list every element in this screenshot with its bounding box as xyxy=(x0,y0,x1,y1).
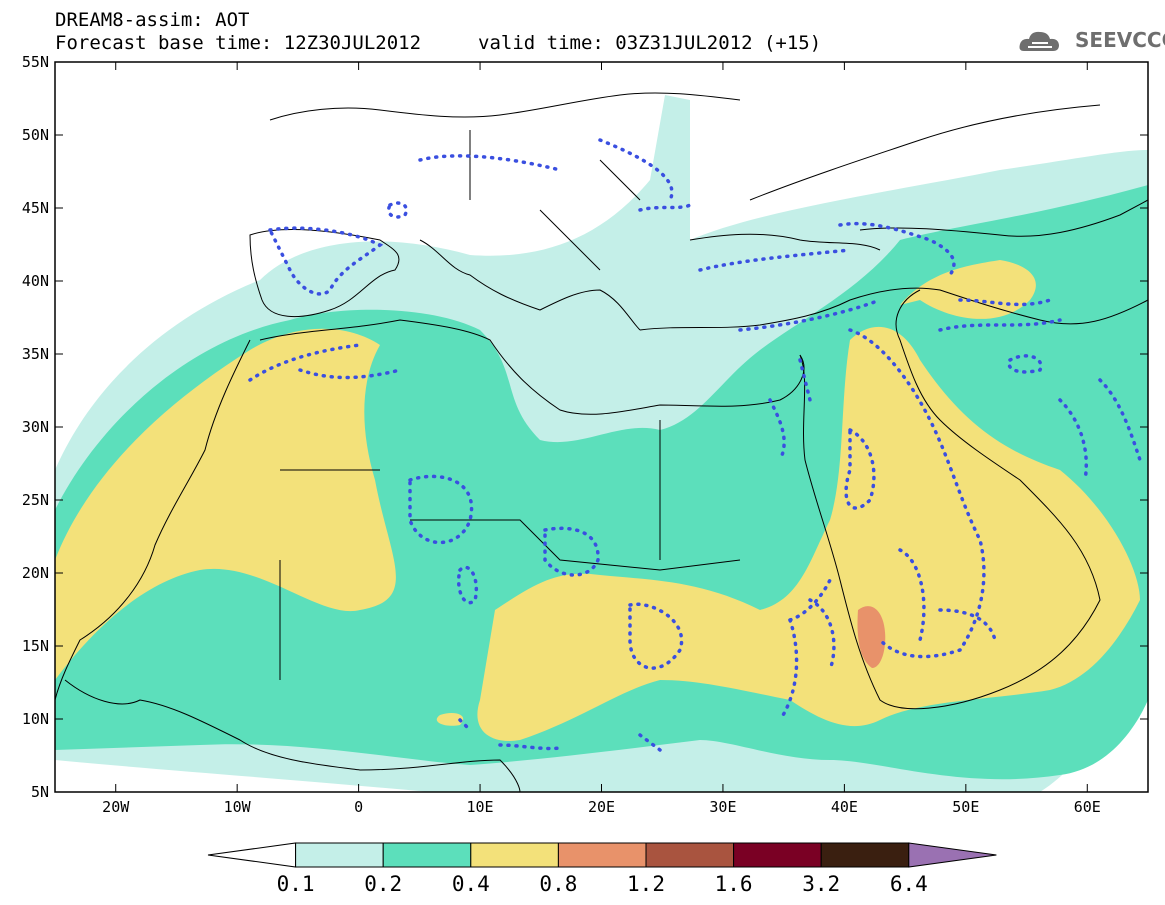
lon-tick-label: 20W xyxy=(102,798,130,816)
lon-tick-label: 20E xyxy=(588,798,615,816)
logo-text: SEEVCCC xyxy=(1075,28,1165,52)
lat-tick-label: 50N xyxy=(22,126,49,144)
lat-tick-label: 55N xyxy=(22,53,49,71)
colorbar-min-arrow xyxy=(207,842,297,868)
colorbar-label: 0.4 xyxy=(451,872,490,896)
lon-tick-label: 50E xyxy=(952,798,979,816)
dotted-contours xyxy=(248,138,1142,752)
colorbar xyxy=(207,842,997,868)
colorbar-label: 0.8 xyxy=(539,872,578,896)
lat-tick-label: 40N xyxy=(22,272,49,290)
longitude-ticks: 20W 10W 0 10E 20E 30E 40E 50E 60E xyxy=(102,62,1101,816)
lon-tick-label: 10W xyxy=(224,798,252,816)
forecast-base-time: Forecast base time: 12Z30JUL2012 xyxy=(55,32,422,54)
colorbar-max-arrow xyxy=(908,842,997,868)
colorbar-label: 3.2 xyxy=(802,872,841,896)
lat-tick-label: 20N xyxy=(22,564,49,582)
cloud-icon xyxy=(1019,31,1059,51)
lat-tick-label: 10N xyxy=(22,710,49,728)
lat-tick-label: 5N xyxy=(31,783,49,801)
lon-tick-label: 60E xyxy=(1074,798,1101,816)
colorbar-label: 6.4 xyxy=(889,872,928,896)
latitude-ticks: 55N 50N 45N 40N 35N 30N 25N 20N 15N 10N 5N xyxy=(22,53,1148,801)
lat-tick-label: 15N xyxy=(22,637,49,655)
coastlines xyxy=(55,92,1148,792)
lon-tick-label: 40E xyxy=(831,798,858,816)
lat-tick-label: 25N xyxy=(22,491,49,509)
aot-band-0.8 xyxy=(857,606,886,668)
colorbar-segment xyxy=(295,842,384,868)
colorbar-label: 1.2 xyxy=(627,872,665,896)
colorbar-segment xyxy=(382,842,472,868)
lon-tick-label: 0 xyxy=(354,798,363,816)
colorbar-label: 1.6 xyxy=(714,872,753,896)
lat-tick-label: 45N xyxy=(22,199,49,217)
lon-tick-label: 10E xyxy=(467,798,494,816)
colorbar-label: 0.1 xyxy=(276,872,315,896)
colorbar-label: 0.2 xyxy=(364,872,403,896)
map-title: DREAM8-assim: AOT xyxy=(55,9,250,31)
lat-tick-label: 35N xyxy=(22,345,49,363)
colorbar-segment xyxy=(557,842,647,868)
lat-tick-label: 30N xyxy=(22,418,49,436)
colorbar-segment xyxy=(733,842,822,868)
lon-tick-label: 30E xyxy=(709,798,736,816)
valid-time: valid time: 03Z31JUL2012 (+15) xyxy=(478,32,822,54)
colorbar-segment xyxy=(470,842,559,868)
colorbar-segment xyxy=(645,842,735,868)
colorbar-segment xyxy=(820,842,910,868)
